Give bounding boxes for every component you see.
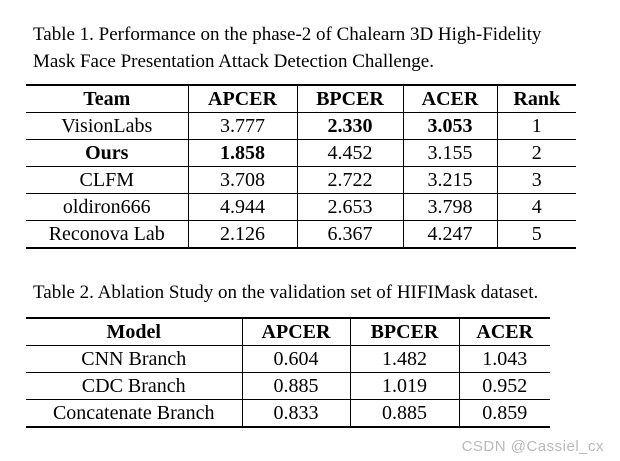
column-header-rank: Rank	[497, 85, 576, 113]
table-cell: 0.885	[242, 372, 351, 400]
table2-ablation-study: Model APCER BPCER ACER CNN Branch 0.604 …	[26, 317, 550, 428]
table-row: Ours 1.858 4.452 3.155 2	[26, 139, 576, 167]
table-row: Reconova Lab 2.126 6.367 4.247 5	[26, 220, 576, 249]
column-header-model: Model	[26, 318, 243, 346]
csdn-watermark: CSDN @Cassiel_cx	[461, 438, 604, 455]
table-cell: 5	[497, 220, 576, 249]
table-cell: 2.126	[188, 220, 298, 249]
column-header-apcer: APCER	[188, 85, 298, 113]
table-cell: oldiron666	[26, 193, 189, 221]
table-cell: 3.798	[403, 193, 498, 221]
table-cell: 1.019	[350, 372, 460, 400]
table-cell: 0.859	[459, 399, 550, 428]
table-cell: 0.604	[242, 345, 351, 373]
table-row: CNN Branch 0.604 1.482 1.043	[26, 345, 550, 373]
table-row: CLFM 3.708 2.722 3.215 3	[26, 166, 576, 194]
table-cell: 0.952	[459, 372, 550, 400]
table-cell: 3.777	[188, 112, 298, 140]
table-cell: 4	[497, 193, 576, 221]
table-cell: 4.452	[297, 139, 404, 167]
table-cell: 6.367	[297, 220, 404, 249]
table1-caption-line1: Table 1. Performance on the phase-2 of C…	[33, 24, 542, 45]
table-cell: 2	[497, 139, 576, 167]
table-cell: 4.944	[188, 193, 298, 221]
table-header-row: Model APCER BPCER ACER	[26, 318, 550, 346]
table-cell: 1	[497, 112, 576, 140]
column-header-acer: ACER	[459, 318, 550, 346]
column-header-bpcer: BPCER	[297, 85, 404, 113]
table-cell: 1.043	[459, 345, 550, 373]
table-cell: Concatenate Branch	[26, 399, 243, 428]
table-cell: Ours	[26, 139, 189, 167]
table-cell: 3.155	[403, 139, 498, 167]
column-header-acer: ACER	[403, 85, 498, 113]
table-cell: CNN Branch	[26, 345, 243, 373]
table-cell: CLFM	[26, 166, 189, 194]
table-cell: VisionLabs	[26, 112, 189, 140]
table-row: oldiron666 4.944 2.653 3.798 4	[26, 193, 576, 221]
table-cell: CDC Branch	[26, 372, 243, 400]
table1-caption-line2: Mask Face Presentation Attack Detection …	[33, 51, 434, 72]
table-cell: 1.858	[188, 139, 298, 167]
table-cell: 2.722	[297, 166, 404, 194]
table-cell: 3	[497, 166, 576, 194]
table-cell: 2.653	[297, 193, 404, 221]
table-cell: 3.708	[188, 166, 298, 194]
table-cell: 0.833	[242, 399, 351, 428]
table-cell: 4.247	[403, 220, 498, 249]
table-cell: 1.482	[350, 345, 460, 373]
table-cell: 3.215	[403, 166, 498, 194]
table1-caption: Table 1. Performance on the phase-2 of C…	[33, 21, 541, 75]
table-header-row: Team APCER BPCER ACER Rank	[26, 85, 576, 113]
table-cell: 2.330	[297, 112, 404, 140]
table-row: CDC Branch 0.885 1.019 0.952	[26, 372, 550, 400]
column-header-team: Team	[26, 85, 189, 113]
table-row: Concatenate Branch 0.833 0.885 0.859	[26, 399, 550, 428]
table-cell: Reconova Lab	[26, 220, 189, 249]
column-header-bpcer: BPCER	[350, 318, 460, 346]
table2-caption: Table 2. Ablation Study on the validatio…	[33, 282, 539, 303]
table-cell: 0.885	[350, 399, 460, 428]
table1-challenge-results: Team APCER BPCER ACER Rank VisionLabs 3.…	[26, 84, 576, 249]
column-header-apcer: APCER	[242, 318, 351, 346]
table-row: VisionLabs 3.777 2.330 3.053 1	[26, 112, 576, 140]
table-cell: 3.053	[403, 112, 498, 140]
